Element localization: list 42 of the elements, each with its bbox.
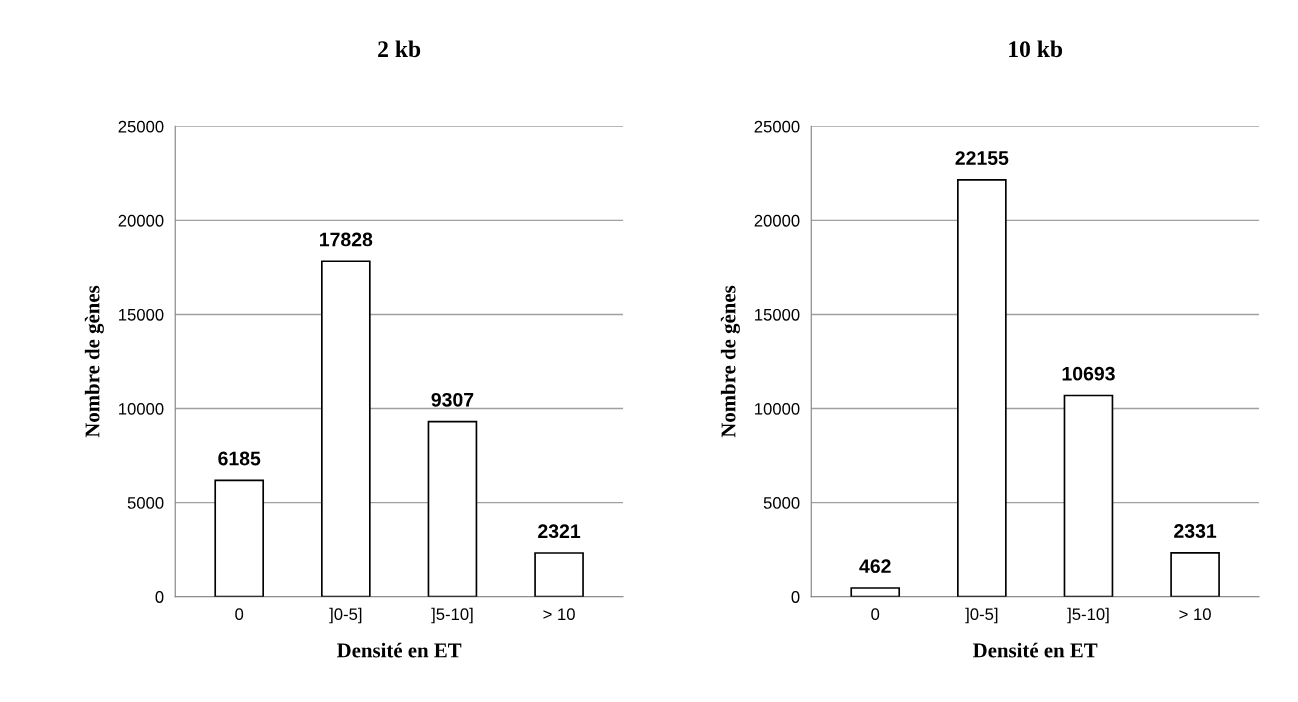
x-axis-title: Densité en ET (337, 642, 462, 658)
x-tick-label: 0 (871, 608, 880, 621)
x-tick-label: > 10 (1179, 608, 1211, 621)
x-tick-label: ]5-10] (1067, 607, 1109, 624)
bar (214, 479, 265, 597)
y-tick-label: 5000 (763, 497, 800, 509)
chart-title: 2 kb (378, 40, 421, 58)
y-tick-label: 20000 (118, 214, 164, 227)
chart-title: 10 kb (1009, 40, 1063, 58)
data-label: 17828 (320, 232, 373, 247)
x-tick-label: ]5-10] (431, 607, 473, 624)
y-tick-label: 20000 (754, 214, 800, 227)
x-tick-label: 0 (235, 608, 244, 621)
data-label: 2321 (538, 524, 581, 539)
data-label: 6185 (218, 451, 261, 466)
x-tick-label: ]0-5] (329, 607, 362, 624)
bar (1170, 552, 1220, 597)
y-tick-label: 25000 (118, 120, 164, 133)
y-tick-label: 15000 (119, 308, 164, 321)
data-label: 9307 (431, 392, 474, 407)
bar (1063, 394, 1114, 597)
bar (320, 260, 371, 597)
bar (957, 179, 1007, 597)
y-tick-label: 10000 (119, 402, 164, 415)
y-tick-label: 0 (155, 591, 164, 603)
bar (534, 552, 584, 597)
bar (850, 587, 901, 597)
data-label: 2331 (1174, 524, 1217, 538)
y-tick-label: 10000 (755, 402, 800, 415)
y-tick-label: 5000 (127, 497, 164, 509)
data-label: 10693 (1062, 366, 1115, 381)
y-axis-title: Nombre de gènes (84, 285, 104, 438)
x-axis-title: Densité en ET (973, 642, 1098, 658)
y-tick-label: 25000 (754, 120, 800, 133)
x-tick-label: ]0-5] (965, 607, 998, 624)
x-tick-label: > 10 (543, 608, 575, 621)
data-label: 22155 (955, 151, 1009, 165)
bar (427, 420, 478, 597)
y-tick-label: 0 (791, 591, 800, 603)
y-tick-label: 15000 (755, 308, 800, 321)
y-axis-title: Nombre de gènes (720, 285, 740, 438)
data-label: 462 (859, 559, 891, 574)
